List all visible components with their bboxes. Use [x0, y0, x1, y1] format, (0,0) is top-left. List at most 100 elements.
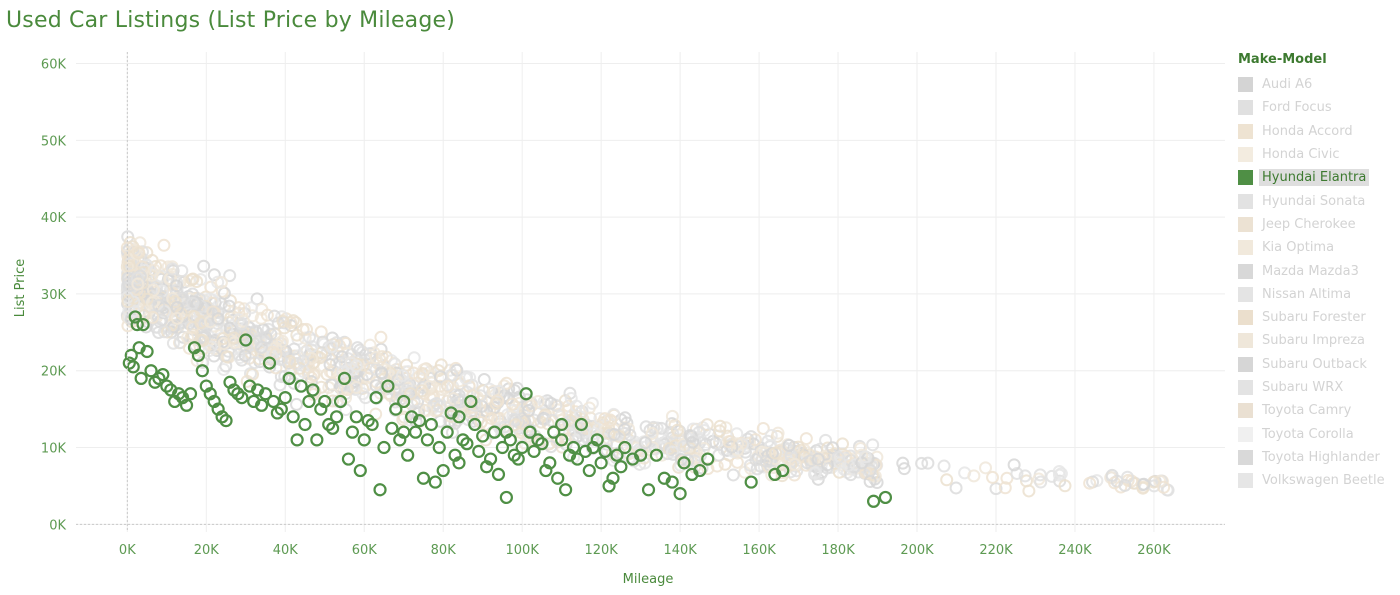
faded-point: [674, 452, 688, 466]
elantra-point: [456, 433, 470, 447]
elantra-point: [357, 433, 371, 447]
faded-point: [508, 418, 522, 432]
elantra-point: [555, 417, 569, 432]
faded-point: [323, 358, 337, 372]
faded-point: [967, 469, 981, 483]
elantra-point: [191, 348, 206, 362]
faded-point: [349, 380, 363, 394]
x-tick-label: 200K: [900, 543, 934, 558]
faded-point: [445, 368, 459, 382]
faded-point: [937, 459, 951, 473]
faded-point: [474, 389, 488, 403]
legend-item[interactable]: Subaru Impreza: [1238, 329, 1398, 352]
faded-point: [669, 439, 683, 453]
faded-point: [357, 358, 371, 372]
faded-point: [283, 354, 297, 368]
faded-point: [537, 395, 551, 409]
legend-item[interactable]: Jeep Cherokee: [1238, 213, 1398, 236]
faded-point: [417, 386, 431, 400]
faded-point: [998, 481, 1012, 495]
elantra-point: [322, 417, 336, 432]
elantra-point: [397, 394, 411, 409]
faded-point: [356, 345, 370, 359]
faded-point: [375, 367, 389, 381]
faded-point: [407, 351, 421, 365]
x-tick-label: 40K: [273, 543, 299, 558]
elantra-point: [183, 387, 198, 401]
legend-label: Nissan Altima: [1262, 286, 1352, 302]
faded-point: [145, 296, 159, 310]
elantra-point: [634, 448, 648, 462]
faded-point: [276, 314, 290, 328]
faded-point: [166, 336, 180, 350]
legend-item[interactable]: Honda Civic: [1238, 143, 1398, 166]
faded-point: [665, 445, 679, 459]
legend-item[interactable]: Mazda Mazda3: [1238, 259, 1398, 282]
faded-point: [363, 351, 377, 365]
faded-point: [299, 322, 313, 336]
legend-swatch: [1238, 403, 1253, 419]
faded-point: [748, 433, 762, 447]
faded-point: [645, 427, 659, 441]
legend-item[interactable]: Ford Focus: [1238, 96, 1398, 119]
elantra-point: [452, 456, 466, 470]
faded-point: [544, 396, 558, 410]
faded-point: [507, 383, 521, 397]
legend-item[interactable]: Hyundai Elantra: [1238, 166, 1398, 189]
legend-item[interactable]: Toyota Highlander: [1238, 446, 1398, 469]
legend-swatch: [1238, 356, 1253, 372]
legend-item[interactable]: Toyota Camry: [1238, 399, 1398, 422]
elantra-point: [329, 410, 344, 424]
elantra-point: [333, 394, 348, 409]
legend-item[interactable]: Kia Optima: [1238, 236, 1398, 259]
legend-item[interactable]: Subaru Forester: [1238, 306, 1398, 329]
elantra-point: [179, 398, 194, 412]
elantra-point: [353, 463, 367, 478]
elantra-point: [649, 448, 664, 462]
elantra-point: [491, 467, 506, 481]
elantra-point: [282, 371, 296, 385]
faded-point: [250, 292, 264, 306]
elantra-point: [306, 383, 320, 397]
faded-point: [170, 311, 184, 325]
elantra-point: [527, 444, 541, 458]
elantra-point: [416, 471, 431, 485]
legend-label: Subaru Forester: [1262, 310, 1366, 326]
x-tick-label: 180K: [821, 543, 855, 558]
faded-point: [1010, 466, 1024, 480]
faded-point: [326, 388, 340, 402]
legend-item[interactable]: Subaru Outback: [1238, 353, 1398, 376]
faded-point: [719, 421, 733, 435]
legend-item[interactable]: Subaru WRX: [1238, 376, 1398, 399]
elantra-point: [298, 417, 312, 432]
highlighted-points: [122, 310, 893, 508]
elantra-point: [523, 425, 537, 439]
faded-point: [647, 435, 661, 449]
elantra-point: [254, 398, 269, 412]
legend-item[interactable]: Volkswagen Beetle: [1238, 469, 1398, 492]
legend-label: Hyundai Elantra: [1259, 169, 1370, 187]
x-tick-label: 80K: [431, 543, 457, 558]
x-axis-title: Mileage: [623, 572, 674, 587]
legend-item[interactable]: Nissan Altima: [1238, 283, 1398, 306]
elantra-point: [381, 379, 395, 393]
legend-items: Audi A6 Ford Focus Honda Accord Honda Civic…: [1238, 73, 1398, 492]
elantra-point: [424, 417, 438, 432]
legend-item[interactable]: Toyota Corolla: [1238, 422, 1398, 445]
elantra-point: [124, 348, 138, 362]
elantra-point: [547, 425, 561, 439]
legend-item[interactable]: Honda Accord: [1238, 120, 1398, 143]
y-tick-label: 30K: [41, 288, 67, 303]
legend-item[interactable]: Hyundai Sonata: [1238, 189, 1398, 212]
legend-item[interactable]: Audi A6: [1238, 73, 1398, 96]
faded-point: [155, 313, 169, 327]
faded-point: [217, 336, 231, 350]
legend-swatch: [1238, 77, 1253, 93]
elantra-point: [543, 456, 557, 470]
faded-point: [474, 416, 488, 430]
faded-point: [670, 423, 684, 437]
x-tick-label: 260K: [1137, 543, 1171, 558]
elantra-point: [594, 456, 608, 470]
faded-point: [220, 350, 234, 364]
faded-point: [131, 245, 145, 259]
